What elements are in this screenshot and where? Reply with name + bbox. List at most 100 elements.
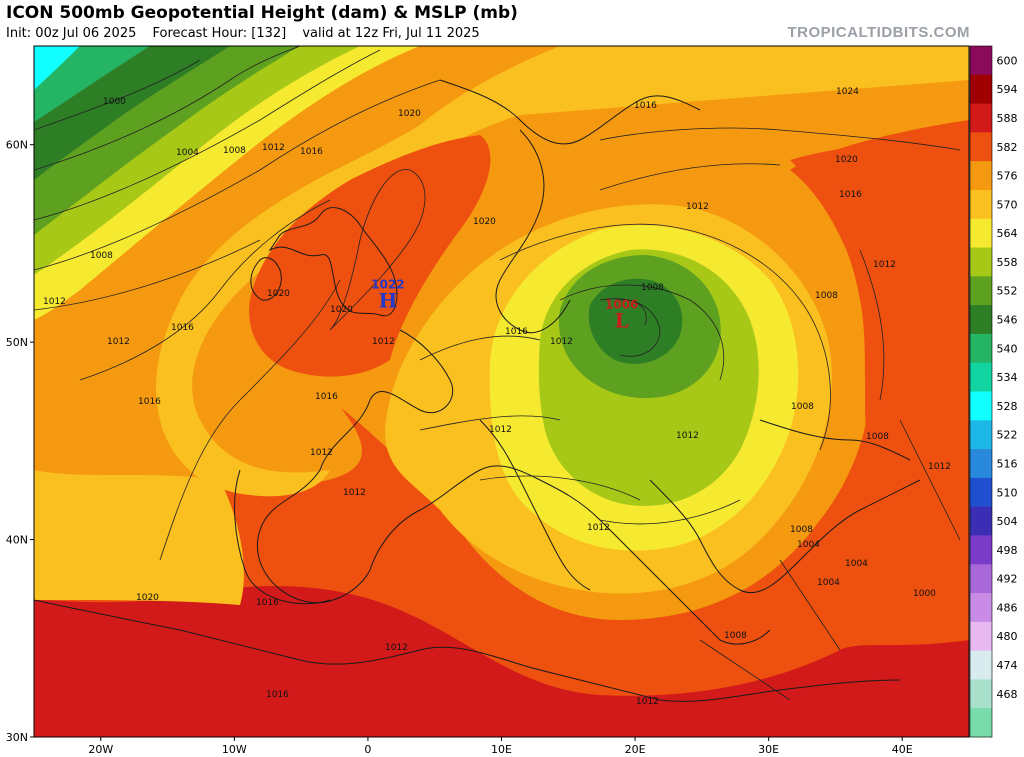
colorbar-label: 492 <box>997 573 1018 586</box>
colorbar-label: 510 <box>997 486 1018 499</box>
isobar-label: 1012 <box>686 202 709 212</box>
colorbar-swatch <box>970 132 992 162</box>
isobar-label: 1016 <box>256 598 279 608</box>
colorbar-swatch <box>970 333 992 364</box>
isobar-label: 1024 <box>836 87 859 97</box>
isobar-label: 1000 <box>913 589 936 599</box>
isobar-label: 1008 <box>815 291 838 301</box>
colorbar-label: 594 <box>997 83 1018 96</box>
colorbar-label: 576 <box>997 170 1018 183</box>
colorbar-label: 540 <box>997 342 1018 355</box>
isobar-label: 1012 <box>343 488 366 498</box>
colorbar-swatch <box>970 46 992 76</box>
colorbar-swatch <box>970 708 992 738</box>
coast-britain <box>268 207 398 317</box>
isobar-label: 1008 <box>791 402 814 412</box>
isobar-label: 1012 <box>310 448 333 458</box>
isobar-label: 1008 <box>790 525 813 535</box>
lon-tick-label: 40E <box>892 743 913 756</box>
field-582-uk <box>249 135 491 377</box>
lat-tick-label: 50N <box>6 336 28 349</box>
isobar-label: 1008 <box>90 251 113 261</box>
colorbar-swatch <box>970 74 992 105</box>
isobar-label: 1012 <box>385 643 408 653</box>
map-subtitle: Init: 00z Jul 06 2025 Forecast Hour: [13… <box>6 26 492 41</box>
isobar-label: 1012 <box>550 337 573 347</box>
isobar-label: 1016 <box>300 147 323 157</box>
colorbar-swatch <box>970 650 992 680</box>
high-pressure-value: 1022 <box>371 278 404 292</box>
colorbar-swatch <box>970 506 992 536</box>
colorbar-label: 558 <box>997 256 1018 269</box>
valid-time: valid at 12z Fri, Jul 11 2025 <box>302 26 480 41</box>
lat-tick-label: 60N <box>6 139 28 152</box>
field-540-nw <box>34 46 150 122</box>
colorbar-swatch <box>970 449 992 479</box>
coast-north-africa <box>34 599 901 702</box>
isobar-label: 1016 <box>634 101 657 111</box>
isobar-label: 1012 <box>43 297 66 307</box>
colorbar-outline <box>969 45 993 738</box>
isobar-label: 1016 <box>315 392 338 402</box>
colorbar-swatch <box>970 477 992 508</box>
colorbar-label: 528 <box>997 400 1018 413</box>
colorbar-label: 564 <box>997 227 1018 240</box>
colorbar-label: 546 <box>997 314 1018 327</box>
isobar-label: 1016 <box>266 690 289 700</box>
isobar-label: 1012 <box>372 337 395 347</box>
colorbar-label: 522 <box>997 429 1018 442</box>
isobar-label: 1004 <box>817 578 840 588</box>
isobar-label: 1012 <box>636 697 659 707</box>
forecast-hour: Forecast Hour: [132] <box>152 26 287 41</box>
colorbar-label: 516 <box>997 457 1018 470</box>
colorbar-label: 570 <box>997 198 1018 211</box>
colorbar-swatch <box>970 535 992 565</box>
coast-ireland <box>250 257 282 301</box>
coast-iberia <box>234 469 331 605</box>
colorbar-label: 582 <box>997 141 1018 154</box>
isobar-label: 1004 <box>176 148 199 158</box>
lon-tick-label: 0 <box>364 743 371 756</box>
colorbar-swatch <box>970 161 992 191</box>
isobar-labels: 1000 1004 1008 1012 1016 1020 1024 1016 … <box>43 87 951 707</box>
isobar-label: 1016 <box>839 190 862 200</box>
isobar-label: 1008 <box>223 146 246 156</box>
field-570 <box>34 46 969 497</box>
colorbar-swatch <box>970 679 992 709</box>
colorbar-label: 480 <box>997 630 1018 643</box>
colorbar-swatch <box>970 103 992 133</box>
isobar-label: 1008 <box>866 432 889 442</box>
isobar-label: 1008 <box>724 631 747 641</box>
colorbar-label: 474 <box>997 659 1018 672</box>
lat-tick-label: 30N <box>6 731 28 744</box>
isobar-label: 1012 <box>262 143 285 153</box>
colorbar-label: 498 <box>997 544 1018 557</box>
isobar-label: 1012 <box>587 523 610 533</box>
isobar-label: 1020 <box>398 109 421 119</box>
colorbar-label: 552 <box>997 285 1018 298</box>
latitude-axis: 60N 50N 40N 30N <box>6 139 34 744</box>
colorbar-label: 486 <box>997 601 1018 614</box>
pressure-centers: 1022 H 1006 L <box>371 278 638 333</box>
coast-continent <box>256 329 771 645</box>
isobar-label: 1016 <box>505 327 528 337</box>
colorbar-swatch <box>970 218 992 249</box>
isobar-label: 1016 <box>171 323 194 333</box>
isobar-label: 1000 <box>103 97 126 107</box>
isobar-label: 1020 <box>330 305 353 315</box>
isobar-label: 1004 <box>797 540 820 550</box>
colorbar-swatch <box>970 276 992 306</box>
field-570-iberia <box>34 470 244 605</box>
lon-tick-label: 20E <box>625 743 646 756</box>
brand-watermark: TROPICALTIDBITS.COM <box>787 24 970 41</box>
isobar-label: 1004 <box>845 559 868 569</box>
colorbar-swatch <box>970 564 992 594</box>
colorbar-swatch <box>970 189 992 220</box>
lat-tick-label: 40N <box>6 534 28 547</box>
coast-italy <box>479 419 591 591</box>
coast-black-sea <box>759 419 911 461</box>
colorbar-label: 600 <box>997 54 1018 67</box>
longitude-axis: 20W 10W 0 10E 20E 30E 40E <box>88 737 913 756</box>
map-title: ICON 500mb Geopotential Height (dam) & M… <box>6 3 518 23</box>
